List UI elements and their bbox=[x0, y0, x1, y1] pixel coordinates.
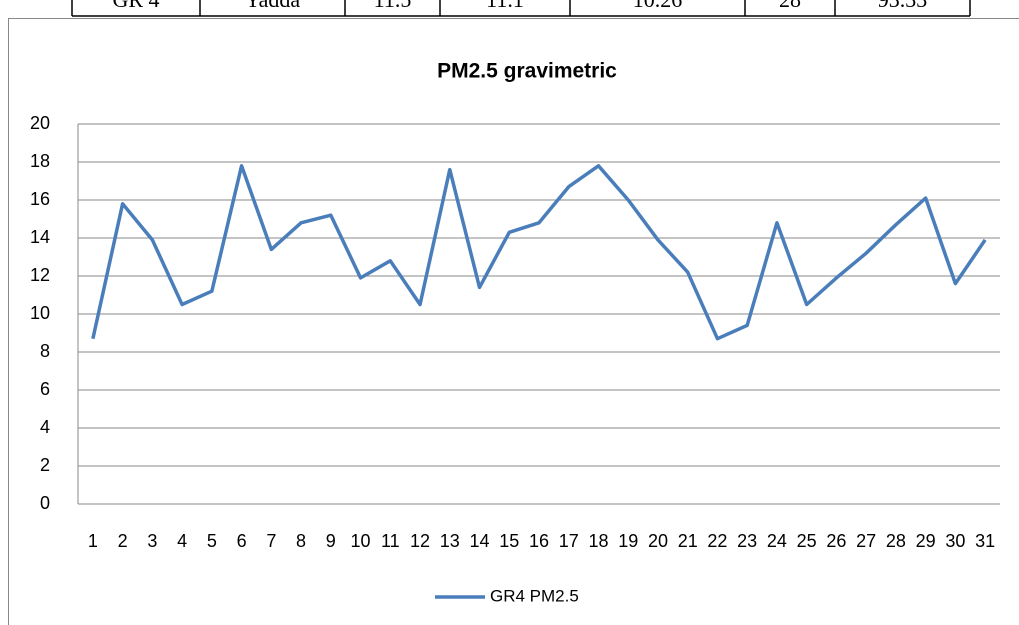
y-tick-label: 14 bbox=[30, 227, 50, 247]
y-tick-label: 18 bbox=[30, 151, 50, 171]
y-tick-label: 6 bbox=[40, 379, 50, 399]
x-tick-label: 17 bbox=[559, 531, 579, 551]
x-tick-label: 11 bbox=[381, 531, 400, 551]
x-tick-label: 9 bbox=[326, 531, 336, 551]
table-cell: 28 bbox=[779, 0, 801, 12]
x-tick-label: 27 bbox=[856, 531, 876, 551]
y-tick-label: 2 bbox=[40, 455, 50, 475]
x-tick-label: 15 bbox=[499, 531, 519, 551]
x-tick-label: 13 bbox=[440, 531, 460, 551]
x-tick-label: 26 bbox=[826, 531, 846, 551]
table-cell: 10.26 bbox=[633, 0, 683, 12]
x-tick-label: 10 bbox=[351, 531, 371, 551]
y-tick-label: 4 bbox=[40, 417, 50, 437]
x-tick-label: 4 bbox=[177, 531, 187, 551]
x-tick-label: 20 bbox=[648, 531, 668, 551]
series-line bbox=[91, 164, 987, 341]
chart-frame bbox=[8, 18, 1019, 625]
table-cell: 11.1 bbox=[486, 0, 524, 12]
x-tick-label: 5 bbox=[207, 531, 217, 551]
x-tick-label: 1 bbox=[88, 531, 98, 551]
x-tick-label: 2 bbox=[118, 531, 128, 551]
y-tick-label: 20 bbox=[30, 113, 50, 133]
x-tick-label: 18 bbox=[588, 531, 608, 551]
y-tick-label: 16 bbox=[30, 189, 50, 209]
table-fragment: GR 4 Yadda 11.5 11.1 10.26 28 93.33 bbox=[71, 0, 971, 17]
table-cell: 93.33 bbox=[878, 0, 928, 12]
x-tick-label: 29 bbox=[916, 531, 936, 551]
x-tick-label: 7 bbox=[266, 531, 276, 551]
x-tick-label: 8 bbox=[296, 531, 306, 551]
x-tick-label: 6 bbox=[237, 531, 247, 551]
table-cell: Yadda bbox=[245, 0, 300, 12]
x-tick-label: 21 bbox=[678, 531, 698, 551]
y-tick-label: 8 bbox=[40, 341, 50, 361]
x-tick-label: 14 bbox=[470, 531, 490, 551]
x-tick-label: 3 bbox=[147, 531, 157, 551]
chart-title: PM2.5 gravimetric bbox=[437, 60, 617, 83]
y-tick-label: 10 bbox=[30, 303, 50, 323]
x-tick-label: 30 bbox=[945, 531, 965, 551]
y-tick-label: 0 bbox=[40, 493, 50, 513]
x-tick-label: 19 bbox=[618, 531, 638, 551]
legend-label: GR4 PM2.5 bbox=[490, 586, 579, 605]
x-tick-label: 23 bbox=[737, 531, 757, 551]
x-tick-label: 16 bbox=[529, 531, 549, 551]
table-cell: 11.5 bbox=[374, 0, 412, 12]
y-tick-label: 12 bbox=[30, 265, 50, 285]
table-cell: GR 4 bbox=[112, 0, 159, 12]
x-tick-label: 22 bbox=[707, 531, 727, 551]
x-tick-label: 12 bbox=[410, 531, 430, 551]
x-tick-label: 28 bbox=[886, 531, 906, 551]
x-tick-label: 25 bbox=[797, 531, 817, 551]
table-columns bbox=[71, 0, 971, 16]
x-tick-label: 31 bbox=[975, 531, 995, 551]
x-tick-label: 24 bbox=[767, 531, 787, 551]
